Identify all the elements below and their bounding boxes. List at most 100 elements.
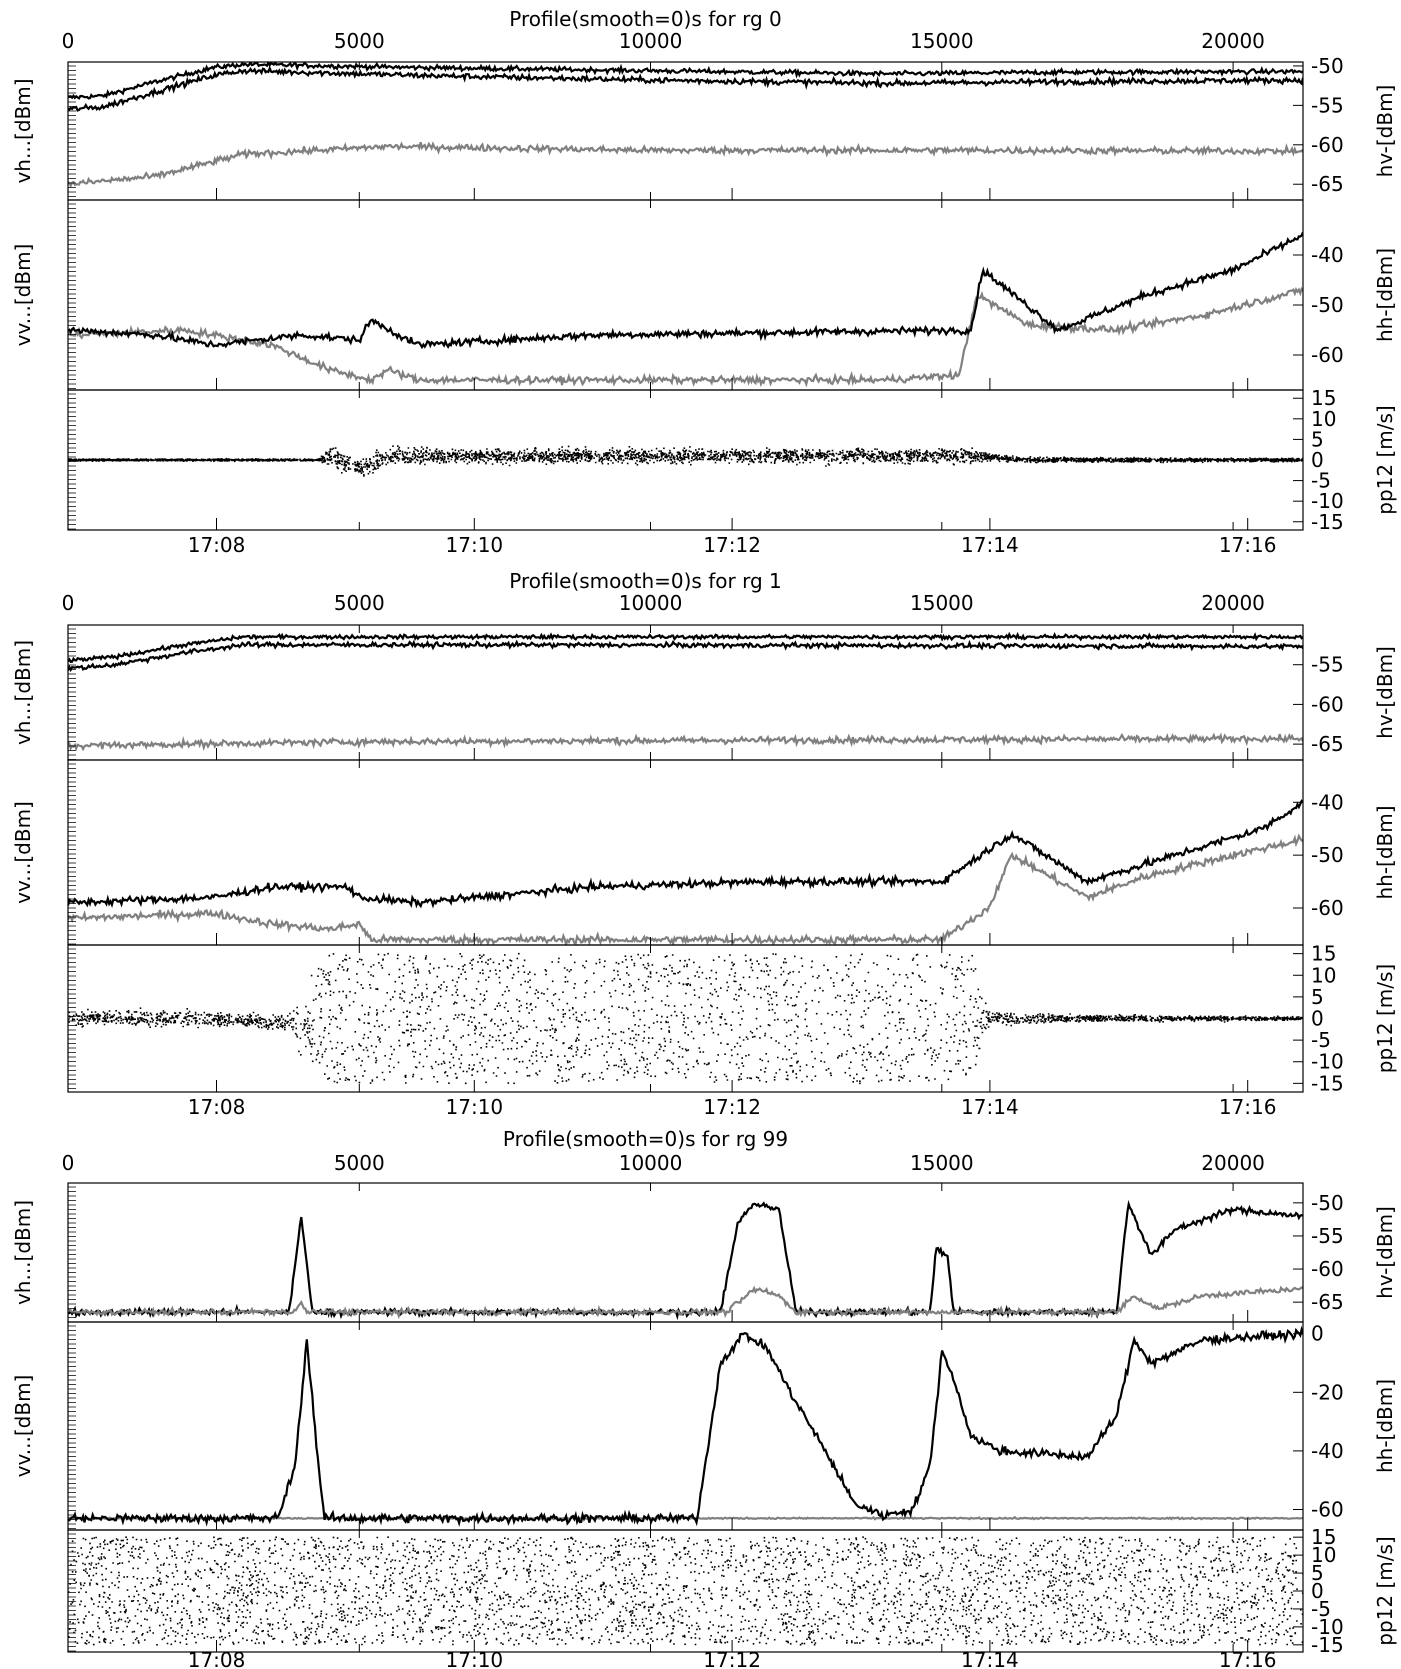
- panel-1: 0 -20 -40 -60 vv...[dBm] hh-[dBm]: [11, 1321, 1397, 1531]
- series-line-black: [68, 231, 1303, 350]
- x-top-tick-label: 0: [62, 29, 75, 53]
- panel-frame: [67, 759, 1304, 946]
- y-right-axis-label: hh-[dBm]: [1373, 248, 1397, 342]
- x-ticks: [67, 1530, 1249, 1652]
- y-right-tick-label: -65: [1311, 1290, 1344, 1314]
- panel-0: -50 -55 -60 -65 vh...[dBm] hv-[dBm]: [11, 1182, 1397, 1323]
- y-right-axis-label: pp12 [m/s]: [1373, 1536, 1397, 1645]
- y-left-ticks: [68, 65, 76, 197]
- y-left-ticks: [68, 203, 76, 389]
- chart-title: Profile(smooth=0)s for rg 99: [503, 1127, 788, 1151]
- x-bottom-tick-label: 17:10: [446, 533, 504, 557]
- y-right-tick-label: -60: [1311, 1257, 1344, 1281]
- panel-frame: [67, 199, 1304, 391]
- y-left-axis-label: vv...[dBm]: [11, 244, 35, 347]
- y-right-tick-label: 5: [1311, 427, 1324, 451]
- series-line-black: [68, 639, 1303, 673]
- chart-title: Profile(smooth=0)s for rg 1: [509, 569, 781, 593]
- y-right-tick-label: -40: [1311, 243, 1344, 267]
- y-left-ticks: [68, 1325, 76, 1529]
- x-bottom-tick-label: 17:08: [188, 1095, 246, 1119]
- series-line-black: [68, 62, 1303, 100]
- x-ticks: [67, 62, 1249, 200]
- x-bottom-tick-label: 17:16: [1219, 533, 1277, 557]
- y-right-axis-label: pp12 [m/s]: [1373, 405, 1397, 514]
- x-top-tick-label: 10000: [619, 1151, 683, 1175]
- series-line-gray: [68, 833, 1303, 945]
- y-right-tick-label: 10: [1311, 407, 1336, 431]
- y-left-axis-label: vv...[dBm]: [11, 1375, 35, 1478]
- y-left-ticks: [68, 393, 76, 530]
- y-right-axis-label: hv-[dBm]: [1373, 85, 1397, 178]
- series-line-gray: [68, 141, 1303, 189]
- x-ticks: [67, 200, 1249, 390]
- x-ticks: [67, 390, 1249, 530]
- y-right-tick-label: -10: [1311, 1050, 1344, 1074]
- y-right-tick-label: 0: [1311, 448, 1324, 472]
- y-left-ticks: [68, 1533, 76, 1652]
- y-right-tick-label: 0: [1311, 1007, 1324, 1031]
- panel-1: -40 -50 -60 vv...[dBm] hh-[dBm]: [11, 199, 1397, 391]
- x-bottom-tick-label: 17:10: [446, 1095, 504, 1119]
- x-ticks: [67, 1322, 1249, 1530]
- y-right-tick-label: -40: [1311, 1439, 1344, 1463]
- y-left-ticks: [68, 1186, 76, 1318]
- series-dots: [68, 1536, 1303, 1646]
- y-right-tick-label: -50: [1311, 843, 1344, 867]
- profile-chart-2: Profile(smooth=0)s for rg 99 0 5000 10000 15…: [11, 1127, 1397, 1669]
- x-top-tick-label: 20000: [1201, 1151, 1265, 1175]
- profile-chart-0: Profile(smooth=0)s for rg 00 5000 10000 150…: [11, 7, 1397, 557]
- x-top-tick-label: 0: [62, 1151, 75, 1175]
- y-right-tick-label: 10: [1311, 963, 1336, 987]
- profile-chart-1: Profile(smooth=0)s for rg 10 5000 10000 150…: [11, 569, 1397, 1119]
- series-dots: [68, 952, 1303, 1085]
- series-line-black: [68, 799, 1303, 909]
- y-right-tick-label: 0: [1311, 1322, 1324, 1346]
- y-right-tick-label: 15: [1311, 386, 1336, 410]
- x-bottom-tick-label: 17:12: [703, 1648, 761, 1669]
- y-right-tick-label: 15: [1311, 942, 1336, 966]
- y-right-axis-label: hv-[dBm]: [1373, 646, 1397, 739]
- series-line-black: [68, 1199, 1303, 1321]
- y-right-tick-label: -55: [1311, 653, 1344, 677]
- x-top-tick-label: 15000: [910, 1151, 974, 1175]
- y-left-axis-label: vv...[dBm]: [11, 801, 35, 904]
- y-right-tick-label: -40: [1311, 790, 1344, 814]
- y-right-tick-label: -20: [1311, 1380, 1344, 1404]
- y-right-tick-label: -5: [1311, 469, 1331, 493]
- y-right-tick-label: -50: [1311, 293, 1344, 317]
- y-right-tick-label: -60: [1311, 1497, 1344, 1521]
- x-bottom-tick-label: 17:14: [961, 1648, 1019, 1669]
- y-right-tick-label: 5: [1311, 985, 1324, 1009]
- y-right-tick-label: 5: [1311, 1561, 1324, 1585]
- series-line-black: [68, 65, 1303, 112]
- x-bottom-tick-label: 17:12: [703, 533, 761, 557]
- y-right-axis-label: pp12 [m/s]: [1373, 964, 1397, 1073]
- x-top-tick-label: 10000: [619, 591, 683, 615]
- x-top-tick-label: 20000: [1201, 591, 1265, 615]
- y-right-tick-label: 0: [1311, 1579, 1324, 1603]
- panel-frame: [67, 1321, 1304, 1531]
- x-bottom-tick-label: 17:16: [1219, 1648, 1277, 1669]
- x-top-tick-label: 15000: [910, 591, 974, 615]
- series-line-gray: [68, 286, 1303, 388]
- y-right-tick-label: -15: [1311, 1071, 1344, 1095]
- y-right-tick-label: -55: [1311, 93, 1344, 117]
- x-ticks: [67, 760, 1249, 945]
- x-top-tick-label: 0: [62, 591, 75, 615]
- panel-0: -50 -55 -60 -65 vh...[dBm] hv-[dBm]: [11, 54, 1397, 201]
- x-bottom-tick-label: 17:14: [961, 533, 1019, 557]
- y-left-axis-label: vh...[dBm]: [11, 640, 35, 745]
- series-dots: [68, 445, 1303, 477]
- y-right-tick-label: -15: [1311, 1633, 1344, 1657]
- y-right-tick-label: -60: [1311, 896, 1344, 920]
- x-top-tick-label: 5000: [334, 591, 385, 615]
- series-line-gray: [68, 732, 1303, 752]
- y-right-axis-label: hh-[dBm]: [1373, 805, 1397, 899]
- panel-0: -55 -60 -65 vh...[dBm] hv-[dBm]: [11, 624, 1397, 761]
- y-right-tick-label: -5: [1311, 1597, 1331, 1621]
- y-right-tick-label: 15: [1311, 1525, 1336, 1549]
